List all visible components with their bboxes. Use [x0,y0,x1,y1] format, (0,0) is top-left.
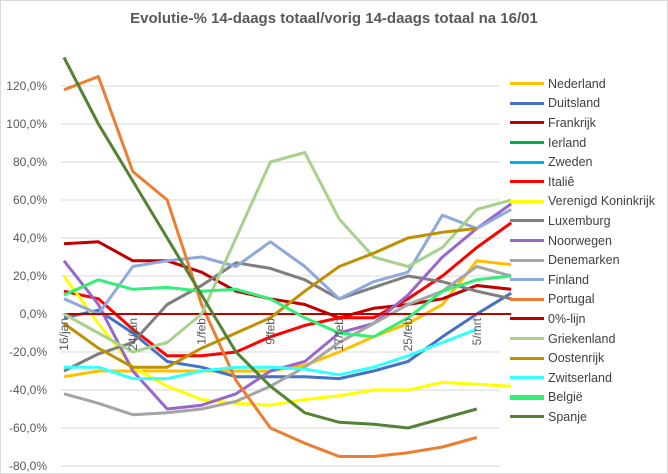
legend-label: Noorwegen [548,233,612,248]
y-tick-label: -20,0% [9,345,47,359]
series-line-griekenland [63,151,512,354]
y-tick-label: 40,0% [13,231,47,245]
legend-label: Ierland [548,135,587,150]
legend-swatch [510,101,544,105]
series-line-oostenrijk [63,227,477,369]
legend-label: België [548,390,583,405]
series-line-finland [63,208,512,316]
legend-swatch [510,121,544,125]
legend-swatch [510,180,544,184]
x-tick-label: 24/jan [126,318,140,351]
legend-item: 0%-lijn [510,309,655,329]
y-tick-label: 80,0% [13,155,47,169]
legend-item: Spanje [510,407,655,427]
legend-label: Spanje [548,409,587,424]
legend-label: Verenigd Koninkrijk [548,194,656,209]
legend-label: Griekenland [548,331,616,346]
legend-item: Oostenrijk [510,348,655,368]
legend-swatch [510,415,544,419]
y-tick-label: -80,0% [9,459,47,473]
legend-label: Duitsland [548,96,601,111]
legend-swatch [510,82,544,86]
x-axis: 16/jan 24/jan 1/feb 9/feb 17/feb 25/feb 5/mrt [57,317,484,351]
legend-item: Portugal [510,290,655,310]
chart-title: Evolutie-% 14-daags totaal/vorig 14-daag… [130,10,538,27]
x-tick-label: 25/feb [401,318,415,352]
legend-item: Duitsland [510,94,655,114]
legend-swatch [510,297,544,301]
x-tick-label: 5/mrt [470,317,484,345]
legend-item: Zweden [510,152,655,172]
legend-swatch [510,239,544,243]
legend-label: Italiê [548,174,575,189]
legend-label: Zweden [548,155,593,170]
x-tick-label: 9/feb [263,318,277,345]
series-line-luxemburg [63,261,512,373]
series-line-frankrijk [63,240,512,320]
legend-item: Italiê [510,172,655,192]
y-tick-label: 100,0% [6,117,47,131]
y-tick-label: 120,0% [6,79,47,93]
legend-label: Portugal [548,292,595,307]
legend-swatch [510,337,544,341]
legend-label: Nederland [548,76,606,91]
series-line-belgi- [63,274,512,339]
legend: Nederland Duitsland Frankrijk Ierland Zweden… [510,74,655,427]
legend-item: Luxemburg [510,211,655,231]
legend-item: Frankrijk [510,113,655,133]
legend-label: Finland [548,272,589,287]
legend-swatch [510,258,544,262]
series-line-denemarken [63,265,512,417]
legend-swatch [510,356,544,360]
x-tick-label: 16/jan [57,318,71,351]
y-tick-label: -40,0% [9,383,47,397]
legend-swatch [510,317,544,321]
legend-item: Griekenland [510,329,655,349]
y-tick-label: 0,0% [20,307,48,321]
y-tick-label: 60,0% [13,193,47,207]
series-line-spanje [62,56,478,430]
legend-item: België [510,388,655,408]
legend-item: Nederland [510,74,655,94]
legend-swatch [510,199,544,203]
legend-item: Zwitserland [510,368,655,388]
series-line-zwitserland [64,327,478,381]
legend-item: Finland [510,270,655,290]
y-tick-label: 20,0% [13,269,47,283]
legend-label: Luxemburg [548,213,611,228]
x-tick-label: 17/feb [332,318,346,352]
series-line-verenigd-koninkrijk [62,275,512,407]
legend-label: 0%-lijn [548,311,586,326]
x-tick-label: 1/feb [195,318,209,345]
legend-item: Noorwegen [510,231,655,251]
legend-label: Frankrijk [548,115,596,130]
series-lines [62,56,513,458]
legend-item: Denemarken [510,250,655,270]
y-axis: 120,0% 100,0% 80,0% 60,0% 40,0% 20,0% 0,0% -20,… [6,79,47,473]
y-tick-label: -60,0% [9,421,47,435]
legend-label: Denemarken [548,253,620,268]
legend-item: Ierland [510,133,655,153]
legend-swatch [510,219,544,223]
series-line-portugal [63,75,478,458]
legend-swatch [510,394,544,400]
legend-item: Verenigd Koninkrijk [510,192,655,212]
legend-swatch [510,160,544,164]
legend-label: Zwitserland [548,370,612,385]
legend-label: Oostenrijk [548,351,605,366]
legend-swatch [510,376,544,380]
legend-swatch [510,278,544,282]
legend-swatch [510,141,544,145]
